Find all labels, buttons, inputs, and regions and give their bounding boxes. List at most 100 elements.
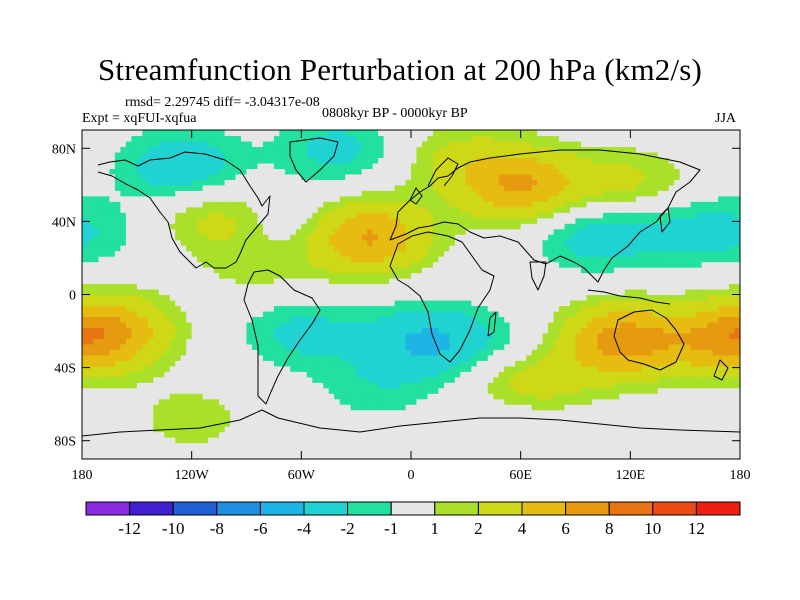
field-cell (279, 294, 286, 301)
field-cell (498, 250, 505, 257)
field-cell (334, 371, 341, 378)
field-cell (493, 371, 500, 378)
field-cell (449, 278, 456, 285)
field-cell (383, 261, 390, 268)
field-cell (526, 190, 533, 197)
field-cell (460, 195, 467, 202)
field-cell (301, 267, 308, 274)
field-cell (361, 354, 368, 361)
field-cell (356, 371, 363, 378)
field-cell (114, 404, 121, 411)
field-cell (290, 228, 297, 235)
field-cell (251, 239, 259, 246)
field-cell (520, 349, 527, 356)
field-cell (153, 426, 160, 433)
field-cell (262, 272, 270, 279)
field-cell (208, 387, 215, 394)
field-cell (208, 338, 215, 345)
field-cell (361, 431, 368, 438)
field-cell (345, 360, 352, 367)
field-cell (158, 245, 165, 252)
field-cell (98, 272, 105, 279)
field-cell (114, 437, 121, 444)
field-cell (323, 228, 330, 235)
field-cell (312, 321, 319, 328)
field-cell (476, 442, 483, 449)
field-cell (465, 382, 472, 389)
field-cell (213, 420, 220, 427)
field-cell (92, 256, 100, 263)
field-cell (180, 321, 187, 328)
field-cell (471, 393, 478, 400)
field-cell (504, 338, 511, 345)
field-cell (378, 321, 385, 328)
field-cell (350, 256, 357, 263)
field-cell (400, 316, 407, 323)
field-cell (465, 267, 472, 274)
field-cell (158, 130, 165, 137)
field-cell (219, 168, 226, 175)
field-cell (411, 289, 418, 296)
field-cell (378, 195, 385, 202)
field-cell (432, 393, 440, 400)
field-cell (180, 250, 187, 257)
field-cell (498, 212, 505, 219)
field-cell (493, 283, 500, 290)
field-cell (142, 420, 149, 427)
field-cell (438, 321, 445, 328)
field-cell (306, 201, 313, 208)
field-cell (493, 151, 500, 159)
field-cell (504, 179, 511, 186)
field-cell (526, 223, 533, 230)
field-cell (487, 299, 494, 307)
field-cell (158, 387, 165, 394)
field-cell (400, 250, 407, 257)
field-cell (317, 431, 324, 438)
field-cell (268, 190, 275, 197)
field-cell (125, 272, 132, 279)
field-cell (295, 130, 302, 137)
field-cell (136, 168, 143, 175)
field-cell (471, 371, 478, 378)
field-cell (290, 415, 297, 422)
field-cell (82, 206, 89, 213)
field-cell (279, 278, 286, 285)
field-cell (416, 448, 423, 455)
field-cell (125, 305, 132, 312)
field-cell (175, 420, 182, 427)
field-cell (301, 212, 308, 219)
field-cell (241, 184, 248, 191)
field-cell (153, 437, 160, 444)
field-cell (493, 195, 500, 202)
field-cell (82, 376, 89, 383)
field-cell (438, 360, 445, 367)
field-cell (197, 135, 204, 142)
field-cell (164, 332, 171, 339)
field-cell (103, 294, 111, 301)
field-cell (246, 146, 253, 153)
field-cell (219, 437, 226, 444)
field-cell (400, 371, 407, 378)
field-cell (389, 398, 396, 405)
field-cell (421, 212, 429, 219)
field-cell (219, 354, 226, 361)
field-cell (520, 310, 527, 318)
field-cell (257, 305, 264, 312)
field-cell (301, 228, 308, 235)
field-cell (251, 162, 259, 169)
field-cell (454, 228, 461, 235)
field-cell (235, 343, 242, 350)
field-cell (306, 228, 313, 235)
field-cell (383, 360, 390, 367)
field-cell (438, 437, 445, 444)
field-cell (251, 206, 259, 213)
field-cell (142, 448, 149, 455)
field-cell (87, 250, 94, 257)
field-cell (230, 415, 237, 422)
field-cell (465, 278, 472, 285)
field-cell (509, 190, 516, 197)
field-cell (230, 261, 237, 268)
field-cell (147, 448, 154, 455)
field-cell (465, 272, 472, 279)
field-cell (465, 140, 472, 148)
